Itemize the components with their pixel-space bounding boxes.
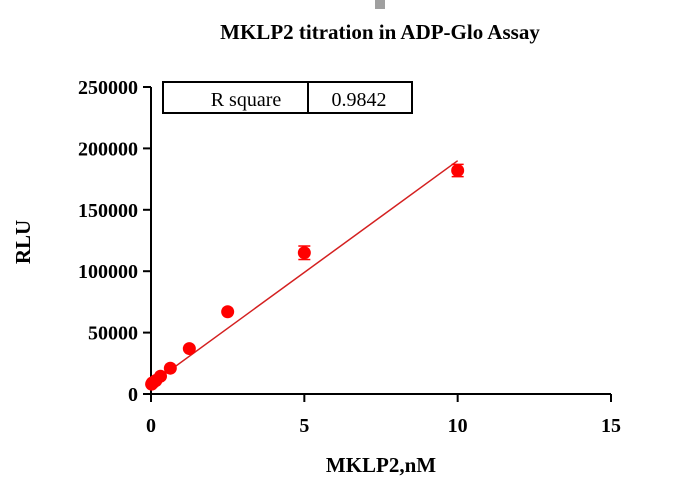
fit-line — [150, 160, 459, 385]
r-square-value: 0.9842 — [332, 89, 387, 111]
x-tick-label: 0 — [146, 415, 156, 437]
data-point — [221, 305, 235, 319]
y-tick-label: 150000 — [78, 200, 138, 222]
data-point — [163, 361, 177, 375]
r-square-box: R square 0.9842 — [162, 81, 413, 114]
axes: 0 50000 100000 150000 200000 250000 0 5 10 15 — [78, 77, 621, 437]
points-layer — [145, 163, 465, 391]
y-tick-label: 200000 — [78, 138, 138, 160]
y-tick-label: 250000 — [78, 77, 138, 99]
chart-title: MKLP2 titration in ADP-Glo Assay — [220, 20, 540, 44]
data-point — [297, 246, 311, 260]
data-point — [182, 342, 196, 356]
x-tick-label: 5 — [299, 415, 309, 437]
x-tick-label: 10 — [448, 415, 468, 437]
data-point — [154, 369, 168, 383]
y-tick-label: 0 — [128, 384, 138, 406]
top-edge-mark — [375, 0, 385, 9]
r-square-label: R square — [211, 89, 282, 111]
x-tick-label: 15 — [601, 415, 621, 437]
fit-line-layer — [150, 160, 459, 385]
y-axis-label: RLU — [11, 220, 35, 264]
x-axis-label: MKLP2,nM — [326, 453, 436, 477]
data-point — [451, 164, 465, 178]
y-tick-label: 100000 — [78, 261, 138, 283]
y-tick-label: 50000 — [88, 323, 138, 345]
r-square-box-frame — [162, 81, 413, 114]
